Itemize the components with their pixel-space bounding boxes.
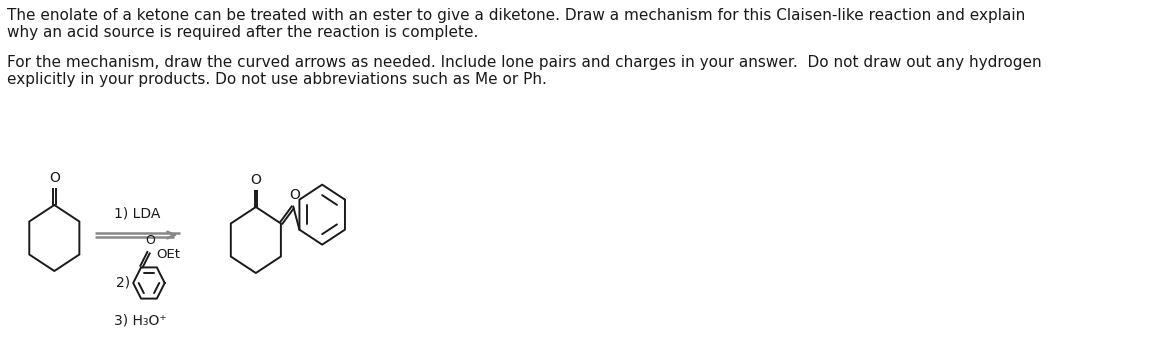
Text: OEt: OEt — [156, 248, 179, 261]
Text: 2): 2) — [116, 276, 130, 290]
Text: explicitly in your products. Do not use abbreviations such as Me or Ph.: explicitly in your products. Do not use … — [7, 72, 547, 87]
Text: why an acid source is required after the reaction is complete.: why an acid source is required after the… — [7, 25, 478, 40]
Text: 3) H₃O⁺: 3) H₃O⁺ — [113, 313, 167, 327]
Text: O: O — [290, 188, 300, 202]
Text: 1) LDA: 1) LDA — [113, 206, 160, 220]
Text: O: O — [250, 173, 262, 187]
Text: O: O — [145, 234, 155, 247]
Text: O: O — [49, 171, 60, 185]
Text: For the mechanism, draw the curved arrows as needed. Include lone pairs and char: For the mechanism, draw the curved arrow… — [7, 55, 1042, 70]
Text: The enolate of a ketone can be treated with an ester to give a diketone. Draw a : The enolate of a ketone can be treated w… — [7, 8, 1025, 23]
